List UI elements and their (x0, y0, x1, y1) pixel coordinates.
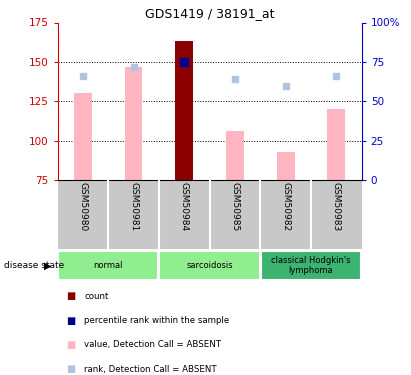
Text: GSM50985: GSM50985 (231, 182, 240, 231)
Text: value, Detection Call = ABSENT: value, Detection Call = ABSENT (84, 340, 221, 350)
Text: normal: normal (93, 261, 123, 270)
Text: GSM50984: GSM50984 (180, 182, 189, 231)
Text: GSM50982: GSM50982 (281, 182, 290, 231)
Bar (277, 152, 295, 180)
Text: GSM50981: GSM50981 (129, 182, 138, 231)
Text: count: count (84, 292, 109, 301)
Text: ■: ■ (66, 340, 75, 350)
Text: disease state: disease state (4, 261, 65, 270)
Text: GSM50980: GSM50980 (79, 182, 88, 231)
Text: classical Hodgkin's
lymphoma: classical Hodgkin's lymphoma (271, 256, 351, 275)
Text: sarcoidosis: sarcoidosis (186, 261, 233, 270)
Bar (175, 41, 193, 180)
Title: GDS1419 / 38191_at: GDS1419 / 38191_at (145, 7, 275, 20)
Text: GSM50983: GSM50983 (332, 182, 341, 231)
Text: ▶: ▶ (44, 260, 51, 270)
Bar (58, 251, 158, 280)
Text: ■: ■ (66, 364, 75, 374)
Bar (226, 131, 244, 180)
Text: percentile rank within the sample: percentile rank within the sample (84, 316, 229, 325)
Text: rank, Detection Call = ABSENT: rank, Detection Call = ABSENT (84, 365, 217, 374)
Bar (261, 251, 361, 280)
Bar (74, 93, 92, 180)
Bar (159, 251, 260, 280)
Text: ■: ■ (66, 316, 75, 326)
Bar (328, 109, 345, 180)
Bar (125, 67, 143, 180)
Text: ■: ■ (66, 291, 75, 301)
